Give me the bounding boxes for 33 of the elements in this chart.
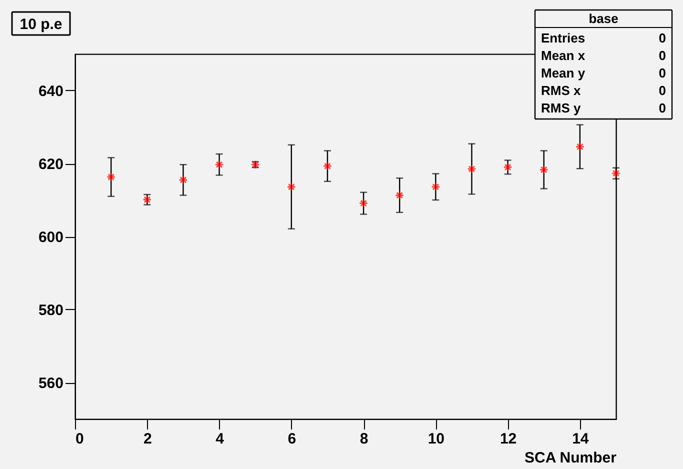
text: RMS y 0 (541, 100, 666, 116)
text: base (588, 10, 618, 26)
y-tick-label: 580 (38, 302, 64, 319)
point (106, 172, 116, 182)
point (178, 175, 188, 185)
point (431, 182, 440, 192)
point (286, 182, 296, 192)
point (394, 190, 404, 200)
x-axis-title: SCA Number (524, 450, 617, 466)
x-tick-label: 14 (572, 430, 590, 448)
x-tick-label: 2 (143, 430, 152, 448)
point (358, 198, 368, 208)
y-tick-label: 620 (38, 156, 64, 173)
text: RMS x 0 (541, 82, 666, 98)
y-tick-label: 640 (38, 83, 64, 100)
text: Mean x 0 (541, 48, 666, 63)
text: Mean y 0 (541, 65, 666, 80)
point (322, 161, 332, 171)
point (467, 164, 476, 174)
x-tick-label: 10 (428, 430, 445, 448)
x-tick-label: 4 (216, 430, 225, 448)
x-tick-label: 6 (288, 430, 296, 448)
y-tick-label: 600 (38, 229, 64, 246)
point (214, 160, 224, 170)
x-tick-label: 0 (76, 430, 84, 448)
point (539, 165, 548, 174)
chart-title: 10 p.e (20, 16, 62, 33)
x-tick-label: 12 (500, 430, 517, 448)
point (575, 142, 585, 152)
x-tick-label: 8 (360, 430, 368, 448)
point (503, 162, 512, 172)
y-tick-label: 560 (38, 375, 64, 392)
text: Entries 0 (541, 30, 666, 46)
